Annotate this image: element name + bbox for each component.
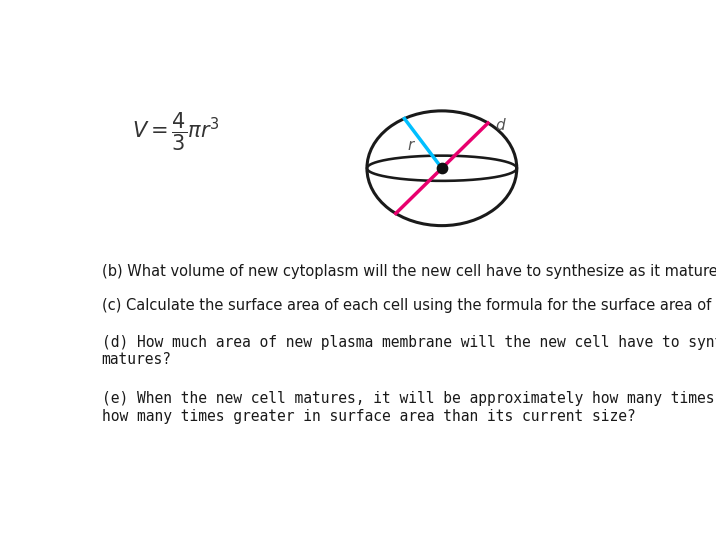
Text: (b) What volume of new cytoplasm will the new cell have to synthesize as it matu: (b) What volume of new cytoplasm will th… <box>102 264 716 279</box>
Text: matures?: matures? <box>102 352 172 367</box>
Text: r: r <box>408 138 414 153</box>
Text: how many times greater in surface area than its current size?: how many times greater in surface area t… <box>102 409 636 424</box>
Point <box>436 164 448 173</box>
Text: (c) Calculate the surface area of each cell using the formula for the surface ar: (c) Calculate the surface area of each c… <box>102 298 716 313</box>
Text: (d) How much area of new plasma membrane will the new cell have to synthesize as: (d) How much area of new plasma membrane… <box>102 335 716 350</box>
Text: $V = \dfrac{4}{3}\pi r^3$: $V = \dfrac{4}{3}\pi r^3$ <box>132 111 220 153</box>
Text: (e) When the new cell matures, it will be approximately how many times greater i: (e) When the new cell matures, it will b… <box>102 391 716 406</box>
Text: d: d <box>495 118 505 132</box>
